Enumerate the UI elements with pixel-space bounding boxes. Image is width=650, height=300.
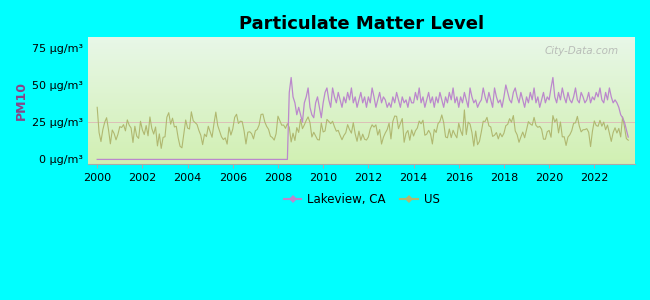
Legend: Lakeview, CA, US: Lakeview, CA, US xyxy=(279,189,444,211)
Title: Particulate Matter Level: Particulate Matter Level xyxy=(239,15,484,33)
Text: City-Data.com: City-Data.com xyxy=(545,46,619,56)
Y-axis label: PM10: PM10 xyxy=(15,81,28,120)
